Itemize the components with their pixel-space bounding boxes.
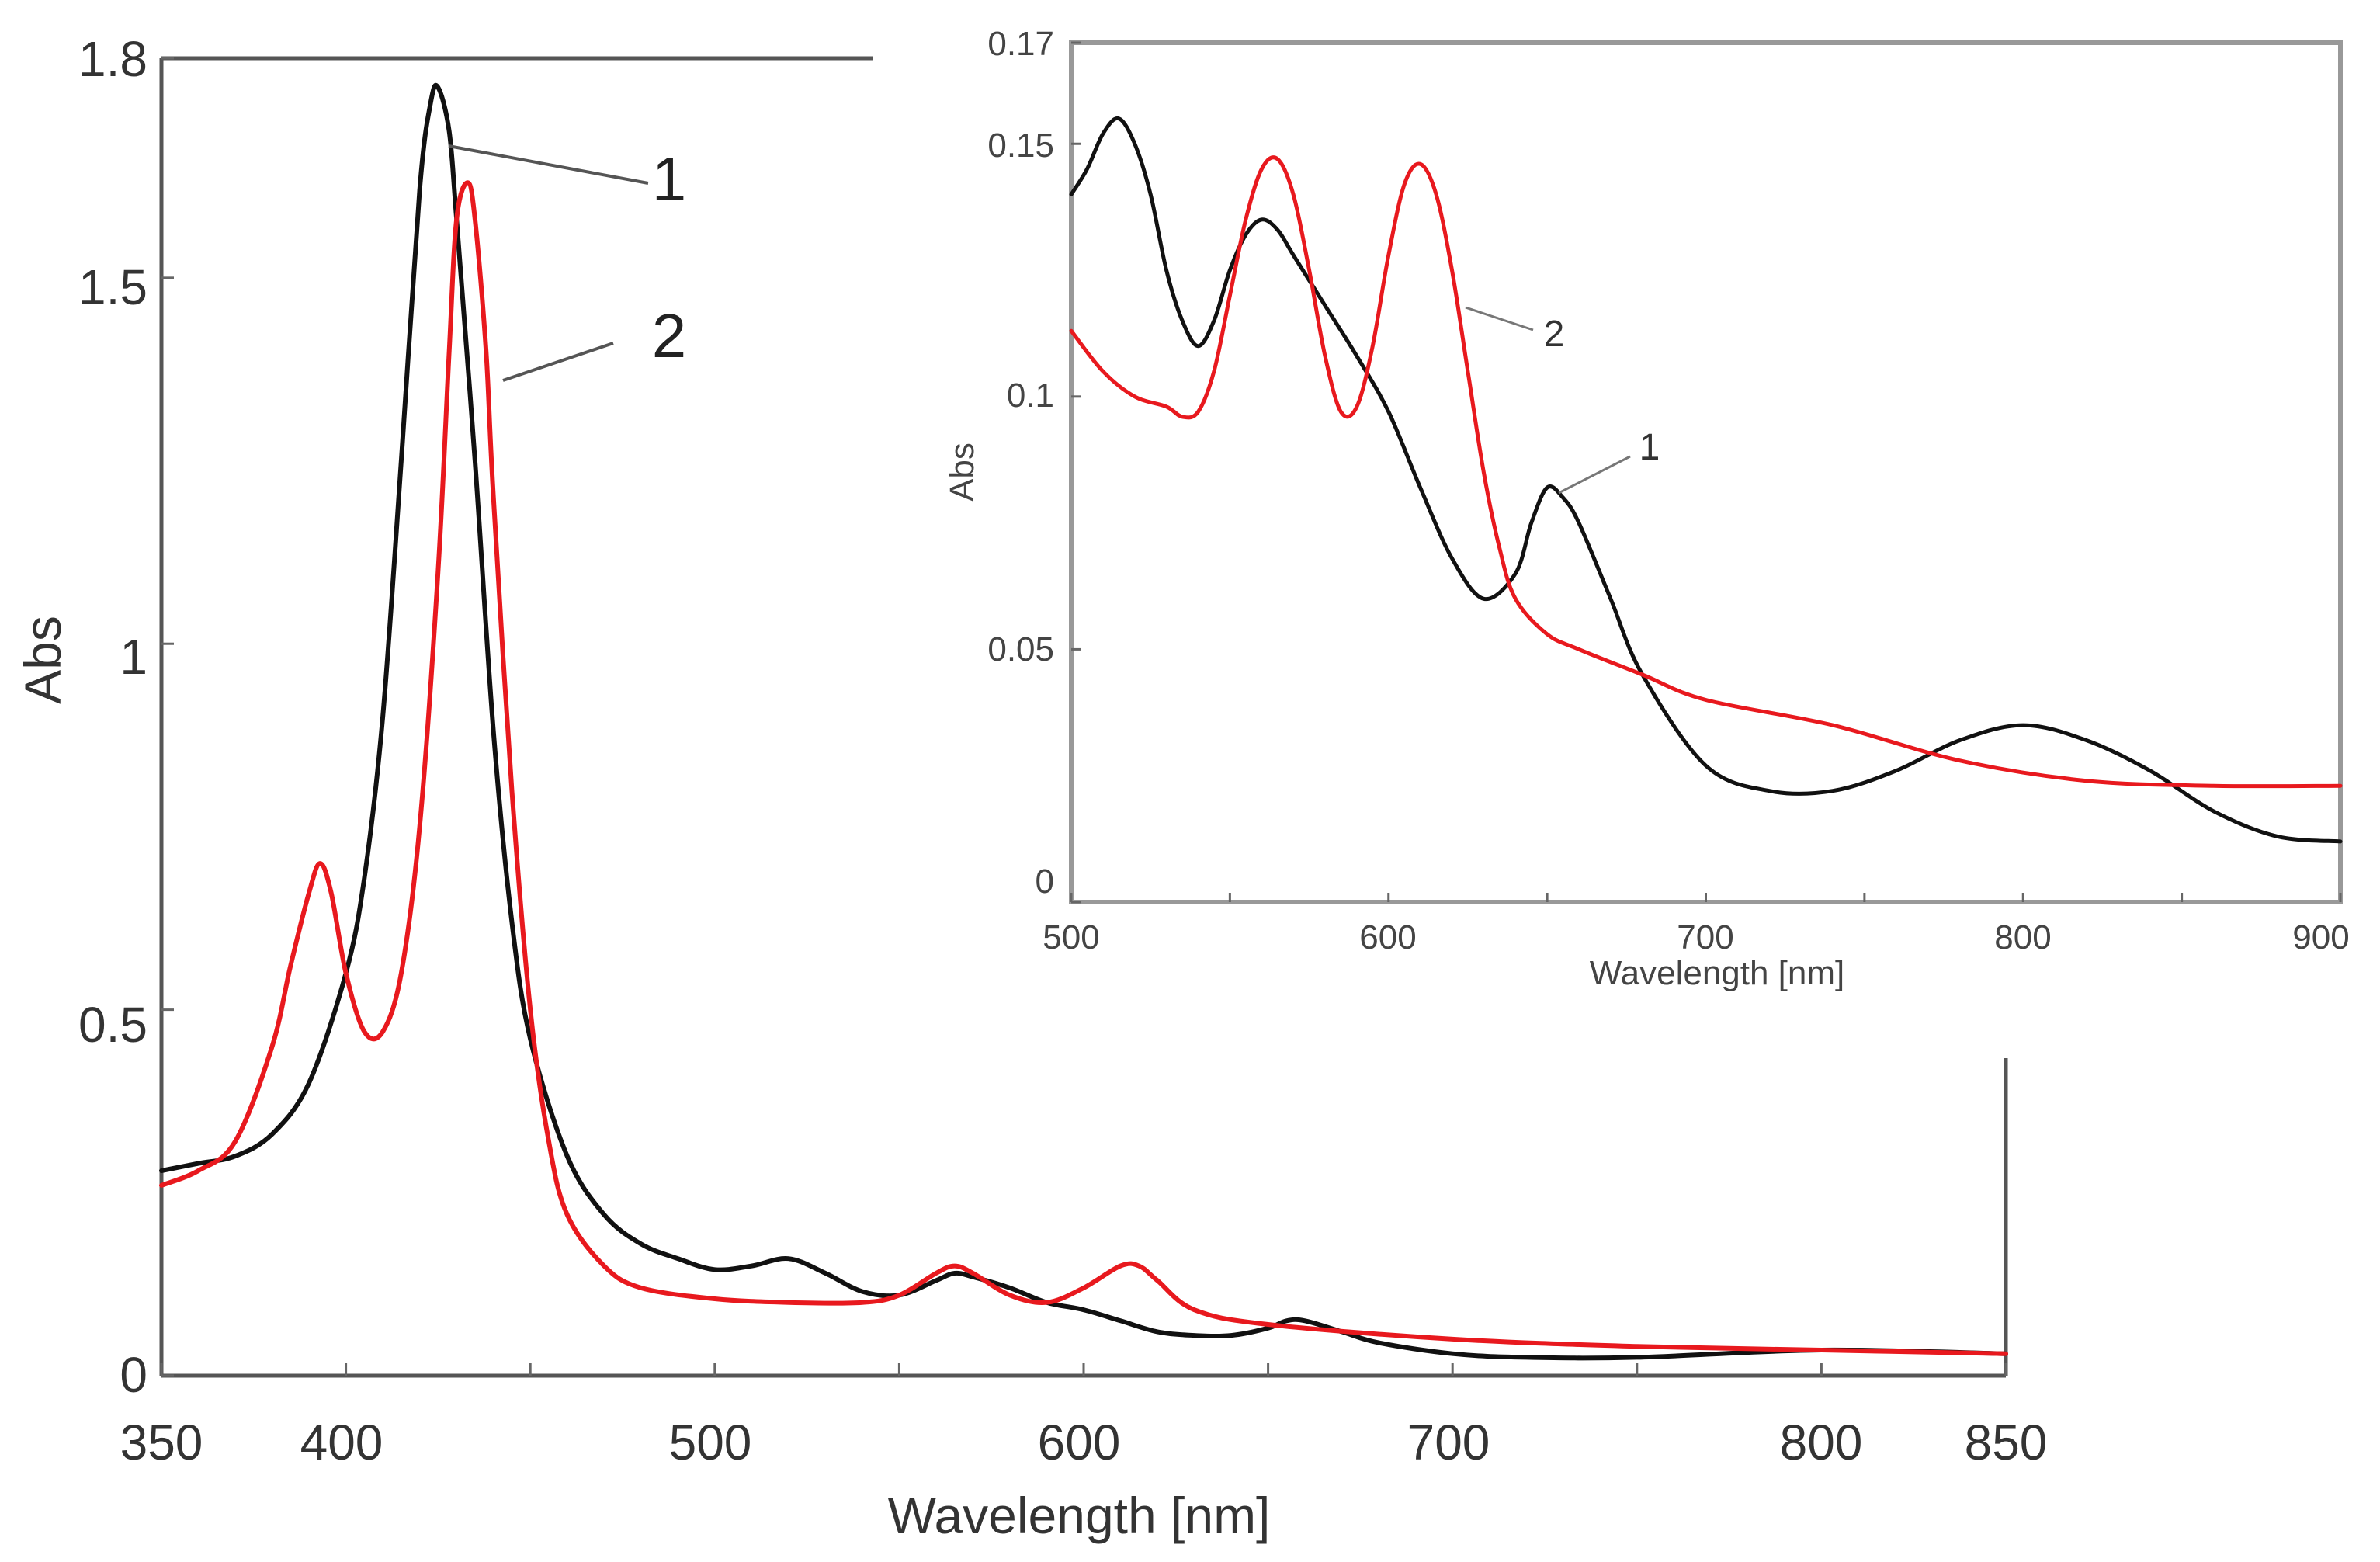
inset-series (1069, 116, 2343, 844)
inset-series-line-1 (1069, 116, 2343, 844)
inset-x-tick-label: 700 (1677, 918, 1733, 956)
main-x-tick-label: 400 (300, 1414, 383, 1470)
main-y-tick-label: 0 (120, 1347, 147, 1403)
inset-x-tick-labels: 500 600 700 800 900 (1043, 918, 2349, 956)
main-y-tick-label: 1.5 (78, 259, 147, 315)
main-y-tick-label: 0.5 (78, 997, 147, 1053)
main-y-axis-label: Abs (14, 616, 71, 704)
main-x-tick-label: 350 (120, 1414, 203, 1470)
inset-y-tick-label: 0.1 (1007, 377, 1054, 415)
main-callout-line-1 (448, 144, 649, 185)
inset-y-tick-label: 0.17 (987, 25, 1054, 63)
main-x-tick-labels: 350 400 500 600 700 800 850 (120, 1414, 2048, 1470)
main-callout-line-2 (502, 342, 614, 382)
inset-callout-line-1 (1558, 455, 1631, 495)
inset-y-axis-label: Abs (943, 443, 981, 502)
main-y-tick-labels: 0 0.5 1 1.5 1.8 (78, 31, 147, 1403)
inset-y-tick-label: 0 (1036, 863, 1054, 901)
inset-ticks (1070, 41, 2342, 904)
main-x-tick-label: 700 (1407, 1414, 1490, 1470)
inset-series-line-2 (1069, 155, 2343, 789)
inset-y-tick-labels: 0 0.05 0.1 0.15 0.17 (987, 25, 1054, 901)
main-chart: 350 400 500 600 700 800 850 0 0.5 1 1.5 … (14, 31, 2047, 1544)
inset-y-tick-label: 0.15 (987, 127, 1054, 165)
inset-x-tick-label: 800 (1994, 918, 2051, 956)
inset-y-tick-label: 0.05 (987, 630, 1054, 668)
inset-callout-line-2 (1465, 306, 1534, 331)
main-callout-label-1: 1 (652, 144, 687, 213)
main-x-tick-label: 850 (1965, 1414, 2048, 1470)
inset-chart: 500 600 700 800 900 0 0.05 0.1 0.15 0.17… (943, 25, 2350, 992)
inset-x-tick-label: 900 (2292, 918, 2349, 956)
inset-x-tick-label: 600 (1359, 918, 1416, 956)
main-ticks (160, 57, 2007, 1377)
inset-callout-label-2: 2 (1544, 314, 1565, 355)
inset-x-tick-label: 500 (1043, 918, 1099, 956)
main-x-axis-label: Wavelength [nm] (888, 1487, 1271, 1544)
main-series (159, 82, 2008, 1361)
main-x-tick-label: 600 (1038, 1414, 1121, 1470)
main-x-tick-label: 500 (669, 1414, 752, 1470)
main-series-line-2 (159, 180, 2008, 1356)
main-callout-label-2: 2 (652, 301, 687, 370)
main-series-line-1 (159, 82, 2008, 1361)
main-y-tick-label: 1.8 (78, 31, 147, 87)
inset-callout-label-1: 1 (1639, 427, 1660, 468)
main-x-tick-label: 800 (1780, 1414, 1863, 1470)
inset-x-axis-label: Wavelength [nm] (1590, 954, 1845, 992)
main-y-tick-label: 1 (120, 629, 147, 685)
